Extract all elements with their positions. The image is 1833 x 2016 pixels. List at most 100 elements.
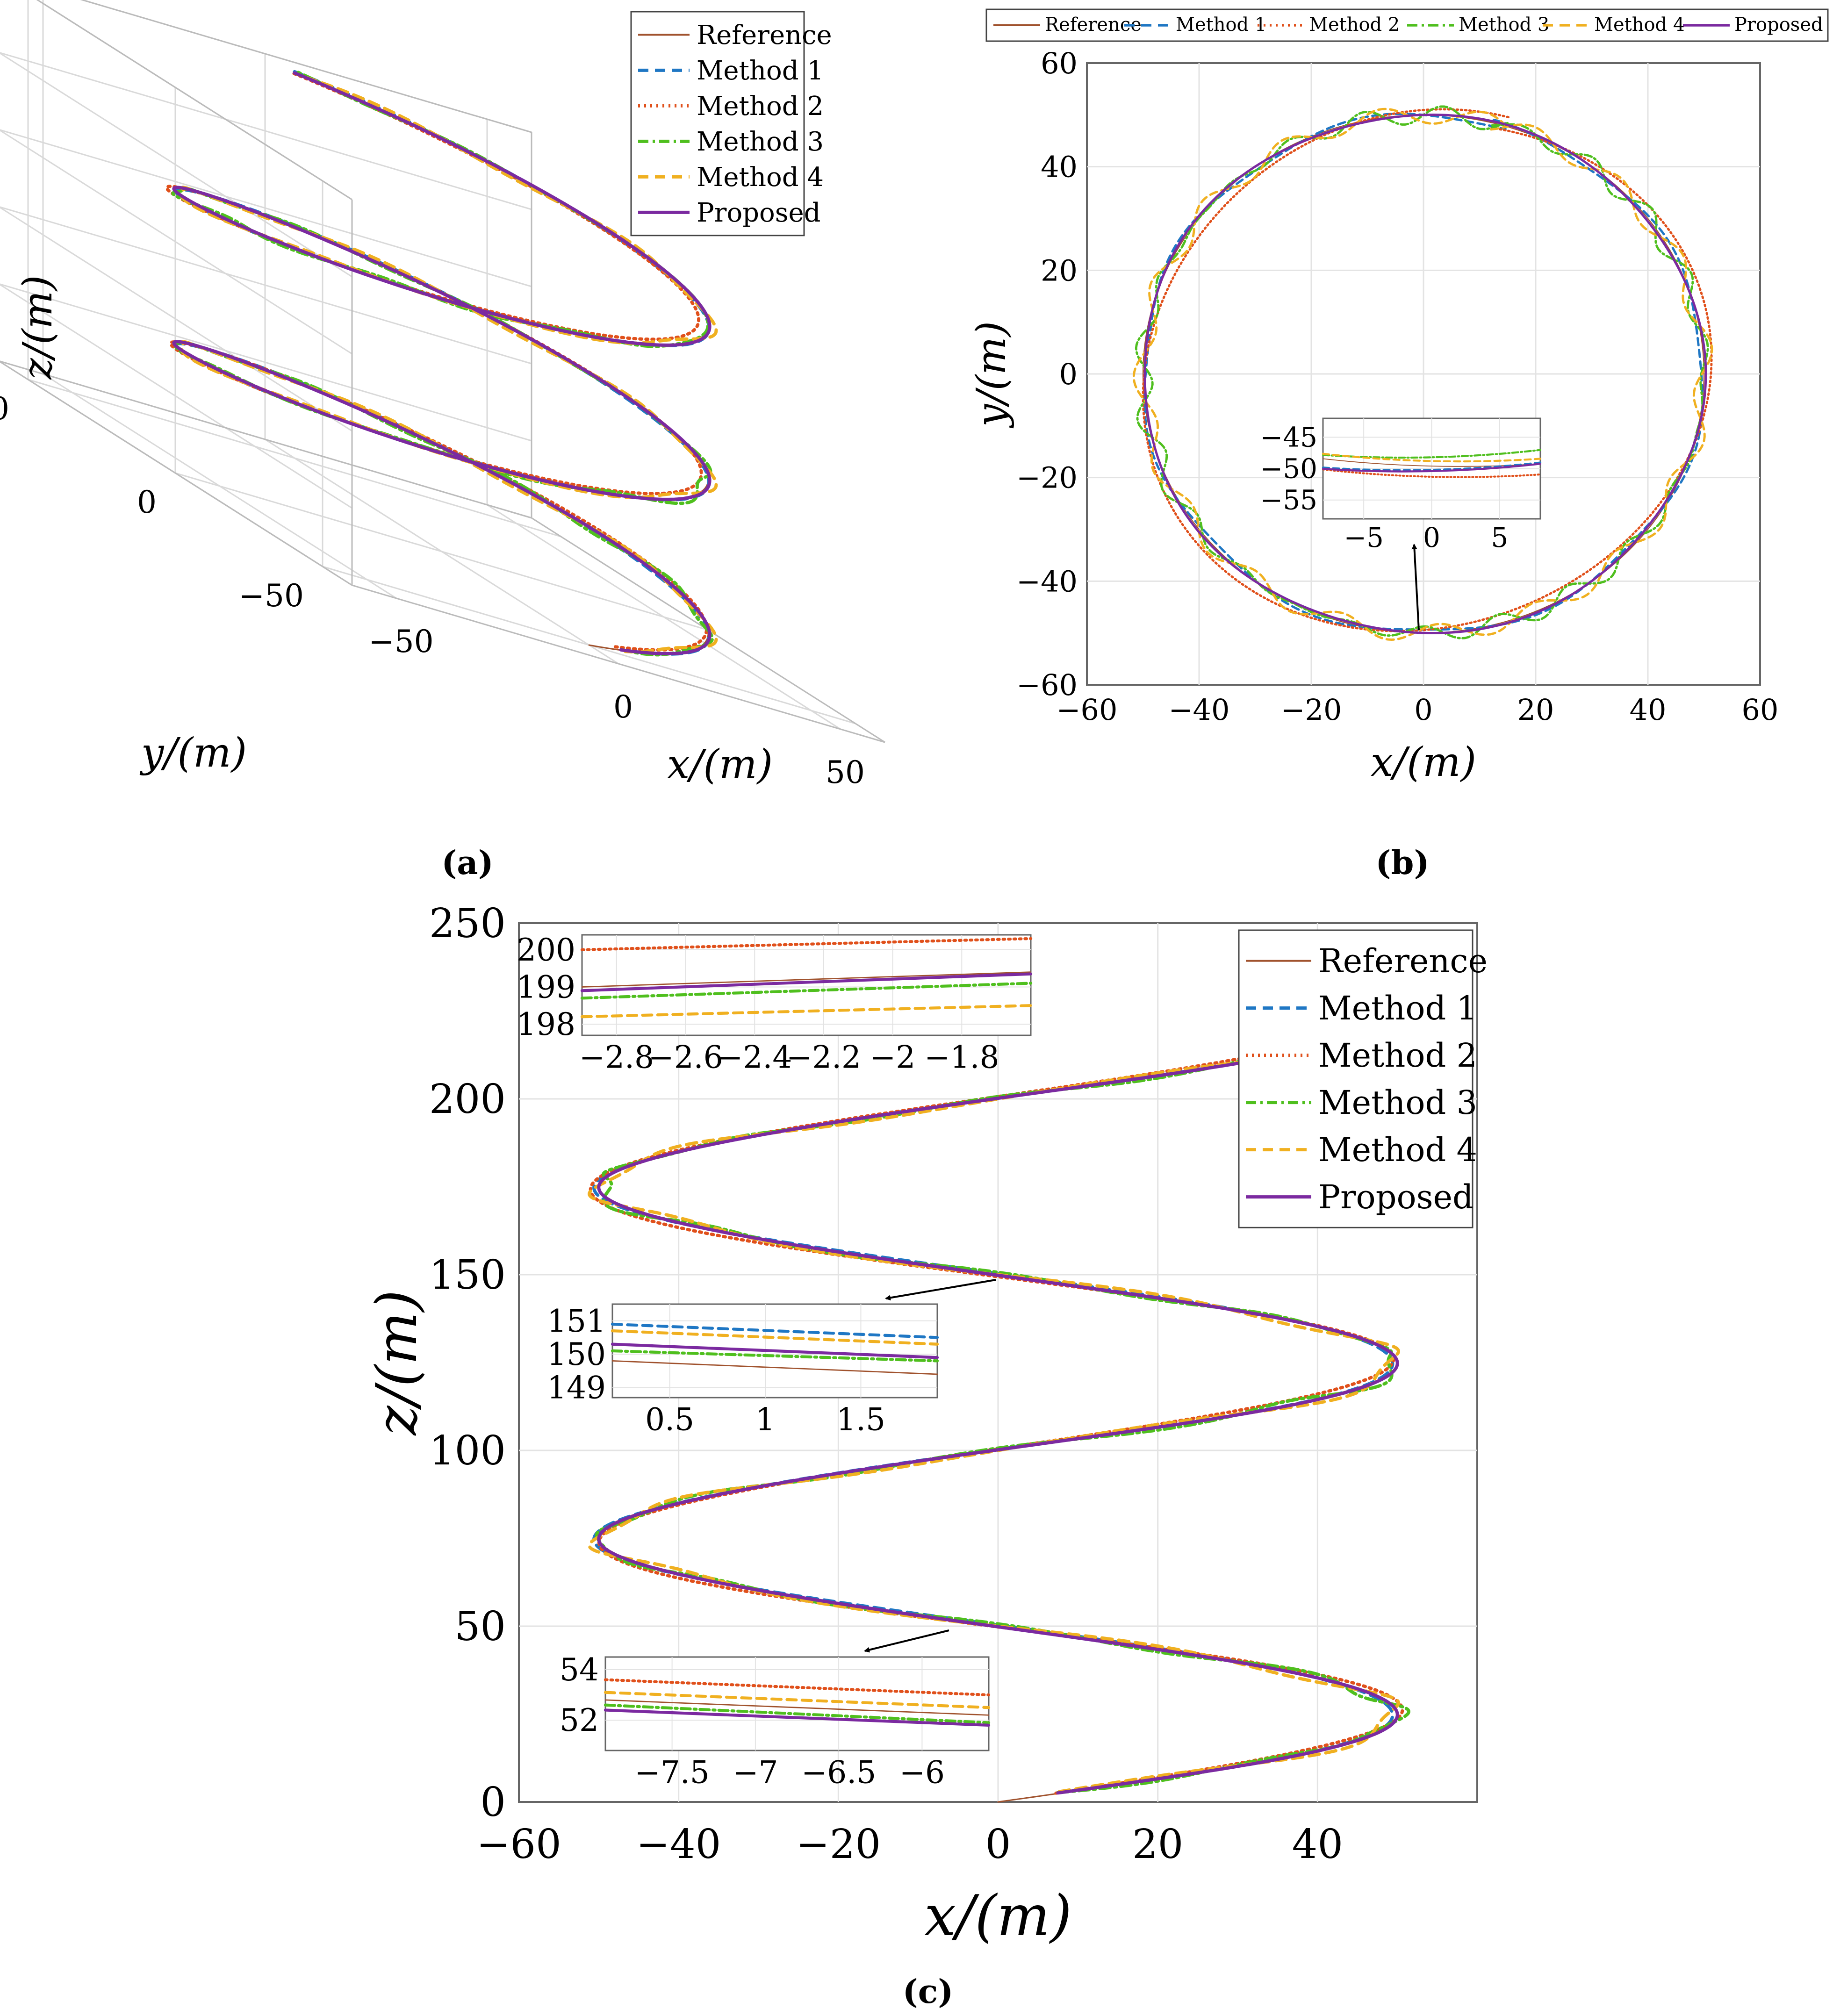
- panel-c-x-tick-label: 40: [1292, 1821, 1343, 1868]
- panel-c-series-method-4: [588, 1055, 1400, 1794]
- panel-c-xz-plot: −60 −40 −20 0 20 40 250 200 150 100 50 0 Reference M…: [365, 900, 1488, 2011]
- panel-a-xlabel: x/(m): [667, 741, 773, 788]
- panel-c-z-tick-label: 200: [429, 1076, 506, 1123]
- c-inset1-x-tick-label: −2: [870, 1039, 915, 1075]
- c-inset3-x-tick-label: −7: [733, 1754, 778, 1790]
- panel-a-legend-label-proposed: Proposed: [697, 198, 820, 228]
- c-inset2-x-tick-label: 1.5: [836, 1401, 885, 1437]
- panel-c-legend-label-method-1: Method 1: [1318, 989, 1477, 1027]
- panel-b-series-method-3: [1135, 105, 1709, 639]
- panel-b-grid: [1087, 63, 1760, 685]
- panel-b-y-tick-label: −20: [1016, 461, 1078, 495]
- c-inset2-y-tick-label: 149: [547, 1370, 606, 1406]
- c-inset3-y-tick-label: 52: [560, 1702, 599, 1738]
- panel-b-legend-label-proposed: Proposed: [1734, 14, 1823, 36]
- panel-a-legend-label-method-2: Method 2: [697, 91, 824, 122]
- panel-a-axis-edge: [352, 584, 885, 743]
- panel-b-legend: Reference Method 1 Method 2 Method 3 Method …: [985, 8, 1829, 42]
- c-inset2-series-method-1: [611, 1322, 939, 1339]
- c-inset1-x-tick-label: −2.2: [786, 1039, 861, 1075]
- panel-a-ticks: 050100150200250−50050500−50: [0, 391, 865, 790]
- panel-a-label: (a): [441, 843, 494, 882]
- panel-b-y-tick-label: 20: [1041, 253, 1078, 287]
- panel-b-inset-x-tick-label: 0: [1423, 522, 1440, 553]
- c-inset3-x-tick-label: −7.5: [634, 1754, 709, 1790]
- c-inset1-series-method-2: [580, 937, 1033, 952]
- panel-c-z-tick-label: 250: [429, 900, 506, 947]
- panel-a-zlabel: z/(m): [14, 275, 61, 380]
- panel-c-legend-label-method-4: Method 4: [1318, 1131, 1477, 1169]
- panel-a-x-tick-label: 50: [826, 754, 865, 790]
- panel-b-x-tick-label: −40: [1169, 693, 1230, 727]
- panel-a-legend-label-method-3: Method 3: [697, 127, 824, 157]
- panel-c-legend: Reference Method 1 Method 2 Method 3 Method …: [1238, 929, 1488, 1228]
- panel-b-y-tick-label: −60: [1016, 668, 1078, 702]
- c-inset2-series-reference: [611, 1360, 938, 1375]
- c-inset1-series-method-3: [580, 982, 1033, 1000]
- panel-c-z-tick-label: 100: [429, 1428, 506, 1474]
- panel-b-inset-x-tick-label: −5: [1344, 522, 1384, 553]
- panel-b-x-tick-label: −20: [1281, 693, 1342, 727]
- panel-b-xy-plot: Reference Method 1 Method 2 Method 3 Method …: [968, 8, 1829, 882]
- c-inset2-x-tick-label: 0.5: [645, 1401, 694, 1437]
- panel-a-legend-label-method-4: Method 4: [697, 162, 824, 193]
- panel-a-axis-edge: [0, 360, 532, 519]
- panel-a-legend-label-reference: Reference: [697, 20, 832, 50]
- c-inset1-x-tick-label: −2.8: [579, 1039, 654, 1075]
- panel-c-ylabel: z/(m): [365, 1290, 430, 1436]
- panel-c-legend-box: [1238, 929, 1474, 1228]
- c-inset3-y-tick-label: 54: [560, 1652, 599, 1688]
- panel-b-y-tick-label: −40: [1016, 564, 1078, 598]
- panel-a-gridline: [487, 504, 841, 730]
- c-inset1-series-reference: [581, 971, 1032, 988]
- c-inset3-series-proposed: [604, 1708, 991, 1727]
- c-inset1-y-tick-label: 199: [517, 969, 575, 1005]
- panel-a-series-proposed: [172, 71, 712, 655]
- panel-b-x-tick-label: −60: [1057, 693, 1118, 727]
- panel-c-inset-3-arrow: [864, 1629, 949, 1653]
- c-inset1-x-tick-label: −1.8: [924, 1039, 999, 1075]
- c-inset3-series-method-3: [604, 1703, 991, 1724]
- panel-c-series-proposed: [597, 1054, 1399, 1795]
- panel-b-legend-label-method-4: Method 4: [1594, 14, 1685, 36]
- panel-b-inset-y-tick-label: −45: [1260, 421, 1317, 453]
- panel-a-gridline: [28, 379, 561, 538]
- panel-b-inset-y-tick-label: −55: [1260, 484, 1317, 516]
- panel-c-x-tick-label: −20: [796, 1821, 881, 1868]
- panel-a-y-tick-label: 0: [137, 484, 157, 520]
- panel-c-x-tick-label: −40: [636, 1821, 721, 1868]
- c-inset2-y-tick-label: 150: [547, 1336, 606, 1372]
- panel-c-legend-label-method-3: Method 3: [1318, 1083, 1477, 1122]
- panel-b-inset-series-method-1: [1322, 461, 1542, 471]
- panel-c-z-tick-label: 150: [429, 1252, 506, 1299]
- panel-b-legend-label-method-2: Method 2: [1309, 14, 1400, 36]
- panel-b-x-tick-label: 60: [1742, 693, 1779, 727]
- panel-c-ticks: −60 −40 −20 0 20 40 250 200 150 100 50 0: [429, 900, 1343, 1868]
- panel-b-xlabel: x/(m): [1371, 739, 1476, 786]
- panel-a-series: [165, 69, 718, 657]
- panel-b-legend-label-method-1: Method 1: [1176, 14, 1266, 36]
- panel-a-axis-edge: [80, 0, 532, 133]
- panel-a-legend-label-method-1: Method 1: [697, 56, 824, 86]
- panel-c-x-tick-label: 0: [985, 1821, 1011, 1868]
- c-inset1-y-tick-label: 198: [517, 1006, 575, 1042]
- panel-c-legend-label-proposed: Proposed: [1318, 1178, 1474, 1216]
- panel-c-x-tick-label: −60: [476, 1821, 561, 1868]
- panel-c-xlabel: x/(m): [924, 1884, 1072, 1949]
- c-inset2-y-tick-label: 151: [547, 1303, 606, 1339]
- panel-b-x-tick-label: 40: [1630, 693, 1667, 727]
- panel-c-series: [588, 1051, 1410, 1803]
- panel-b-label: (b): [1375, 843, 1429, 882]
- panel-c-label: (c): [903, 1972, 954, 2011]
- panel-b-inset-x-tick-label: 5: [1491, 522, 1508, 553]
- panel-b-inset-y-tick-label: −50: [1260, 453, 1317, 485]
- panel-a-legend: Reference Method 1 Method 2 Method 3 Method …: [630, 11, 832, 237]
- c-inset3-x-tick-label: −6: [899, 1754, 945, 1790]
- panel-b-y-tick-label: 60: [1041, 46, 1078, 80]
- c-inset1-y-tick-label: 200: [517, 932, 575, 968]
- panel-b-ylabel: y/(m): [968, 321, 1015, 429]
- panel-a-gridline: [175, 472, 709, 631]
- panel-c-x-tick-label: 20: [1132, 1821, 1183, 1868]
- panel-a-series-reference: [174, 72, 709, 654]
